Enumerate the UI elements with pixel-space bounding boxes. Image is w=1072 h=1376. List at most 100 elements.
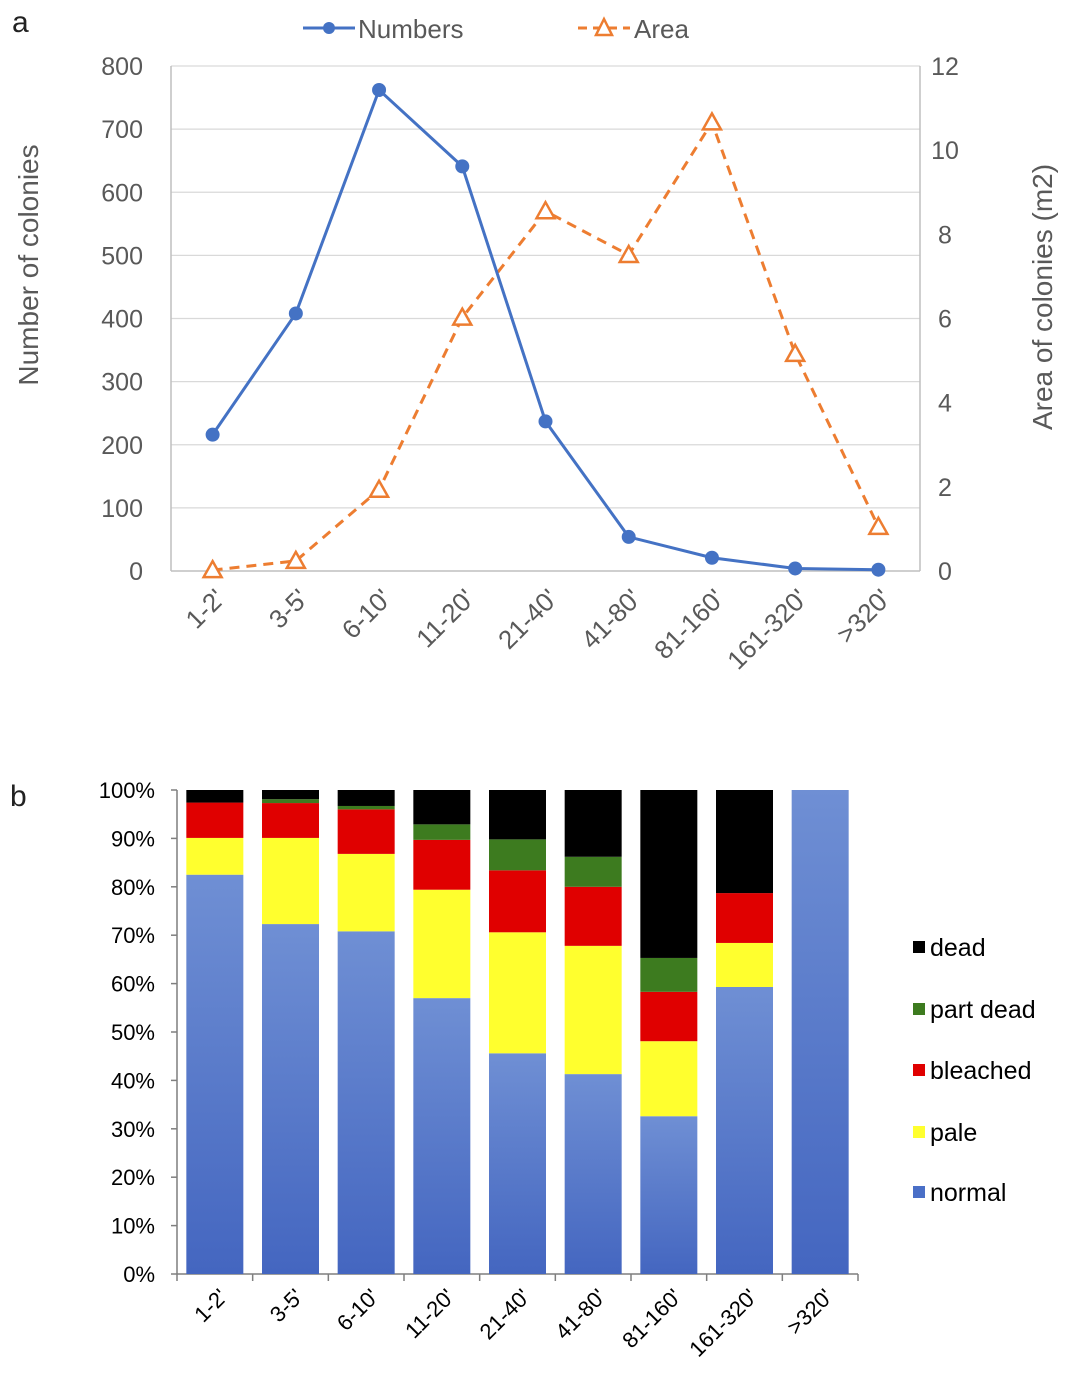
- y-tick-label: 90%: [111, 826, 155, 851]
- panel-b: b 0% 10% 20% 30% 40% 50% 60% 70% 80% 90% 100% 1-2' 3…: [10, 778, 1036, 1362]
- bar-segment-pale: [413, 889, 471, 999]
- y-tick-label: 100: [101, 495, 143, 523]
- legend-swatch-bleached: [913, 1064, 925, 1076]
- x-tick-label: 81-160': [617, 1284, 686, 1353]
- bar-segment-bleached: [716, 893, 773, 943]
- numbers-line: [211, 87, 879, 572]
- bar-segment-part-dead: [564, 856, 622, 887]
- numbers-point: [538, 414, 553, 429]
- numbers-point: [871, 562, 886, 577]
- y2-tick-label: 6: [938, 306, 952, 334]
- legend-label-bleached: bleached: [930, 1057, 1031, 1085]
- numbers-point: [621, 529, 636, 544]
- numbers-point: [372, 82, 387, 97]
- legend-numbers-label: Numbers: [358, 14, 463, 44]
- bar-segment-bleached: [489, 870, 546, 933]
- x-tick-label: >320': [830, 583, 896, 649]
- y-tick-label: 80%: [111, 875, 155, 900]
- bar-segment-part-dead: [489, 839, 546, 871]
- numbers-point: [455, 159, 470, 174]
- bar-segment-normal: [489, 1053, 546, 1274]
- bar-segment-dead: [186, 790, 244, 803]
- y-tick-label: 70%: [111, 923, 155, 948]
- panel-b-legend: dead part dead bleached pale normal: [913, 934, 1036, 1207]
- bar-segment-pale: [337, 853, 395, 932]
- x-tick-label: 11-20': [400, 1284, 459, 1343]
- legend-area-label: Area: [634, 14, 689, 44]
- area-point: [617, 243, 640, 264]
- bar-segment-dead: [640, 790, 698, 958]
- bar-segment-part-dead: [640, 957, 698, 992]
- bar-segment-normal: [262, 924, 319, 1274]
- bar-segment-dead: [262, 790, 319, 800]
- y2-tick-label: 4: [938, 390, 952, 418]
- legend-label-pale: pale: [930, 1119, 977, 1147]
- x-tick-label: 1-2': [189, 1284, 232, 1327]
- y-tick-label: 20%: [111, 1165, 155, 1190]
- panel-a-tick-labels: 0 100 200 300 400 500 600 700 800 0 2 4 6 8 10 12 1-2' 3-…: [101, 53, 959, 675]
- bar-segment-bleached: [262, 803, 319, 838]
- bar-segment-bleached: [186, 802, 244, 838]
- y2-tick-label: 10: [931, 137, 959, 165]
- bar-segment-dead: [564, 790, 622, 857]
- x-tick-label: 41-80': [575, 583, 647, 655]
- y-tick-label: 600: [101, 179, 143, 207]
- bar-segment-bleached: [337, 809, 395, 854]
- area-point: [201, 558, 224, 579]
- bar-segment-normal: [640, 1116, 698, 1274]
- x-tick-label: 81-160': [648, 583, 730, 665]
- bar-segment-normal: [564, 1074, 622, 1274]
- bar-segment-normal: [337, 931, 395, 1274]
- bar-segment-pale: [262, 837, 319, 925]
- x-tick-label: 3-5': [265, 1284, 308, 1327]
- y-tick-label: 60%: [111, 972, 155, 997]
- y2-tick-label: 12: [931, 53, 959, 81]
- x-tick-label: 161-320': [721, 583, 813, 675]
- y-tick-label: 40%: [111, 1068, 155, 1093]
- y-tick-label: 100%: [99, 778, 155, 803]
- y-tick-label: 700: [101, 116, 143, 144]
- y-tick-label: 0%: [123, 1262, 155, 1287]
- bar-segment-bleached: [413, 839, 471, 890]
- x-tick-label: >320': [782, 1284, 838, 1340]
- area-point: [284, 549, 307, 570]
- y2-tick-label: 0: [938, 558, 952, 586]
- x-tick-label: 6-10': [336, 583, 398, 645]
- y-tick-label: 500: [101, 242, 143, 270]
- area-point: [700, 110, 724, 131]
- y-tick-label: 0: [129, 558, 143, 586]
- y2-tick-label: 8: [938, 221, 952, 249]
- bar-segment-pale: [716, 942, 773, 987]
- legend-label-part-dead: part dead: [930, 996, 1036, 1024]
- panel-a-gridlines: [171, 65, 920, 509]
- area-point: [867, 515, 890, 536]
- bar-segment-pale: [640, 1041, 698, 1117]
- bar-segment-dead: [716, 790, 773, 894]
- y2-tick-label: 2: [938, 474, 952, 502]
- area-point: [451, 306, 474, 326]
- bar-segment-dead: [413, 790, 471, 825]
- bar-segment-pale: [564, 945, 622, 1075]
- x-tick-label: 1-2': [180, 583, 231, 634]
- y-tick-label: 30%: [111, 1117, 155, 1142]
- x-tick-label: 11-20': [410, 583, 480, 653]
- y-tick-label: 50%: [111, 1020, 155, 1045]
- panel-b-label: b: [10, 780, 27, 813]
- panel-a-label: a: [12, 6, 29, 39]
- bar-segment-part-dead: [337, 805, 395, 810]
- legend-swatch-pale: [913, 1126, 925, 1138]
- legend-swatch-dead: [913, 941, 925, 953]
- panel-a-y-axis-label: Number of colonies: [13, 144, 44, 385]
- x-tick-label: 161-320': [684, 1284, 762, 1362]
- numbers-point: [288, 306, 303, 321]
- legend-label-normal: normal: [930, 1179, 1006, 1207]
- legend-area-marker: [593, 16, 615, 37]
- x-tick-label: 21-40': [475, 1284, 535, 1344]
- bar-segment-dead: [337, 790, 395, 806]
- numbers-point: [704, 550, 719, 565]
- x-tick-label: 21-40': [492, 583, 564, 655]
- panel-b-bars: [186, 790, 849, 1274]
- area-line: [212, 118, 880, 572]
- area-point: [784, 342, 807, 363]
- x-tick-label: 3-5': [263, 583, 314, 634]
